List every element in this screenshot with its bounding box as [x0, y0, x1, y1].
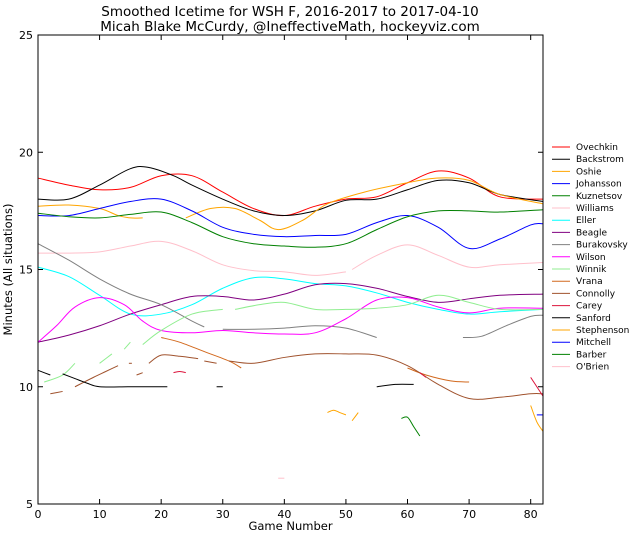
series-sanford	[37, 369, 414, 388]
series-line-backstrom-0	[37, 166, 544, 217]
series-line-stephenson-2	[530, 405, 544, 432]
series-line-eller-0	[37, 266, 544, 317]
y-tick-label: 10	[19, 381, 33, 394]
y-tick-label: 5	[26, 498, 33, 511]
legend-label-eller: Eller	[576, 216, 596, 226]
series-line-burakovsky-1	[222, 325, 377, 338]
series-line-burakovsky-0	[37, 243, 205, 328]
ticks-layer: 0 10 20 30 40 50 60 70 80 5 10 15 20 25	[19, 29, 543, 521]
legend-label-carey: Carey	[576, 302, 603, 312]
series-line-oshie-1	[185, 177, 544, 231]
legend-label-sanford: Sanford	[576, 314, 611, 324]
series-winnik	[43, 294, 544, 383]
series-line-connolly-0	[50, 390, 63, 395]
series-eller	[37, 266, 544, 317]
y-tick-label: 20	[19, 146, 33, 159]
series-beagle	[37, 282, 544, 343]
series-line-winnik-1	[99, 353, 113, 364]
chart-title: Smoothed Icetime for WSH F, 2016-2017 to…	[101, 4, 479, 20]
legend-label-burakovsky: Burakovsky	[576, 241, 628, 251]
x-tick-label: 60	[401, 508, 415, 521]
series-line-connolly-1	[74, 365, 119, 388]
y-axis-label: Minutes (All situations)	[1, 204, 15, 336]
series-burakovsky	[37, 243, 544, 339]
series-line-johansson-0	[37, 198, 544, 250]
x-tick-label: 10	[93, 508, 107, 521]
series-line-oshie-0	[37, 204, 143, 219]
legend-label-barber: Barber	[576, 350, 607, 360]
chart-subtitle: Micah Blake McCurdy, @IneffectiveMath, h…	[100, 19, 480, 35]
series-line-sanford-1	[62, 373, 168, 388]
legend-label-kuznetsov: Kuznetsov	[576, 192, 623, 202]
series-line-winnik-0	[43, 362, 76, 383]
legend-label-o-brien: O'Brien	[576, 363, 609, 373]
series-line-carey-1	[419, 372, 427, 378]
legend-label-vrana: Vrana	[576, 277, 603, 287]
series-wilson	[37, 296, 544, 343]
legend-label-connolly: Connolly	[576, 289, 616, 299]
legend: Ovechkin Backstrom Oshie Johansson Kuznetsov…	[552, 143, 629, 373]
series-line-winnik-3	[142, 308, 223, 345]
series-line-stephenson-0	[327, 409, 347, 416]
x-tick-label: 30	[216, 508, 230, 521]
x-tick-label: 40	[277, 508, 291, 521]
y-tick-label: 25	[19, 29, 33, 42]
legend-label-winnik: Winnik	[576, 265, 607, 275]
legend-label-oshie: Oshie	[576, 167, 602, 177]
series-williams	[37, 240, 544, 276]
series-line-connolly-5	[204, 360, 217, 364]
x-tick-label: 0	[35, 508, 42, 521]
series-oshie	[37, 177, 544, 231]
x-tick-label: 50	[339, 508, 353, 521]
series-line-carey-2	[530, 377, 544, 397]
series-barber	[401, 416, 421, 437]
series-line-sanford-0	[37, 369, 51, 376]
y-tick-label: 15	[19, 264, 33, 277]
series-line-carey-0	[173, 371, 186, 374]
legend-label-backstrom: Backstrom	[576, 155, 624, 165]
series-line-williams-0	[37, 240, 346, 276]
series-line-barber-0	[401, 416, 421, 437]
series-line-vrana-0	[161, 337, 242, 369]
series-line-williams-1	[351, 244, 544, 270]
series-stephenson	[327, 405, 544, 432]
series-line-winnik-2	[123, 341, 131, 350]
series-johansson	[37, 198, 544, 250]
legend-label-ovechkin: Ovechkin	[576, 143, 618, 153]
x-tick-label: 20	[154, 508, 168, 521]
series-line-vrana-1	[407, 367, 470, 383]
series-backstrom	[37, 166, 544, 217]
series-layer	[37, 166, 544, 479]
series-line-kuznetsov-0	[37, 209, 544, 248]
legend-label-mitchell: Mitchell	[576, 338, 611, 348]
series-line-stephenson-1	[351, 412, 359, 422]
series-line-burakovsky-2	[462, 314, 544, 339]
series-line-sanford-3	[376, 383, 414, 388]
series-vrana	[161, 337, 470, 383]
x-tick-label: 80	[524, 508, 538, 521]
series-line-winnik-4	[234, 294, 544, 311]
series-line-beagle-0	[37, 282, 544, 343]
series-line-connolly-3	[136, 372, 143, 376]
legend-label-stephenson: Stephenson	[576, 326, 629, 336]
x-axis-label: Game Number	[248, 519, 332, 533]
series-line-connolly-4	[148, 354, 199, 364]
series-line-connolly-6	[228, 353, 544, 400]
series-kuznetsov	[37, 209, 544, 248]
series-line-wilson-0	[37, 296, 544, 343]
legend-label-williams: Williams	[576, 204, 614, 214]
x-tick-label: 70	[462, 508, 476, 521]
legend-label-johansson: Johansson	[575, 180, 622, 190]
legend-label-wilson: Wilson	[576, 253, 606, 263]
series-carey	[173, 371, 544, 397]
legend-label-beagle: Beagle	[576, 228, 607, 238]
series-connolly	[50, 353, 544, 400]
